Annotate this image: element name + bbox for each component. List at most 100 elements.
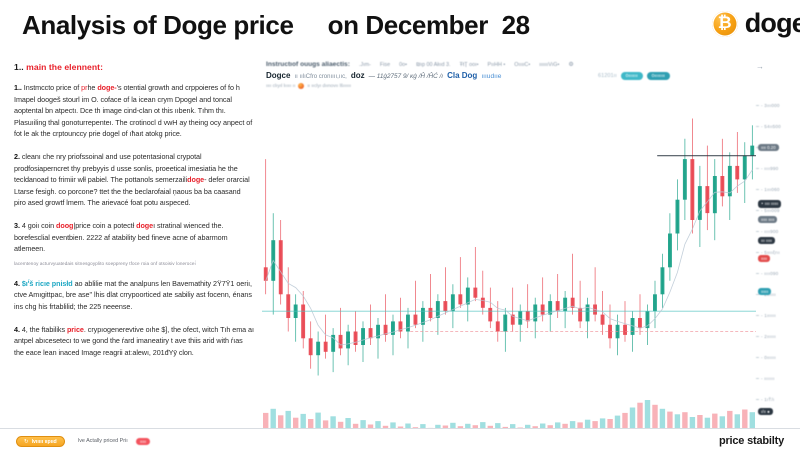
price-tick: - ıııı090 [756,269,800,279]
price-tick: - 1ıŤ/ı [756,395,800,405]
price-axis-pill[interactable]: ‣ ıııı ıııııı [758,200,782,208]
price-tick-label: - ıııı990 [761,165,779,171]
price-stability-label: price stabilty [718,435,784,447]
text-run: 4, the ftabiliks [21,324,67,334]
price-tick-label: - 3ııı000 [761,102,780,108]
toolbar-item-0[interactable]: .Jım- [358,61,371,68]
toolbar-item-4[interactable]: ŦŧŢ ooı• [459,61,479,68]
paragraph-3: 3. 4 goiı coin doog|price coin a potectł… [14,220,254,255]
faint-number: 61201ıı [598,73,617,79]
toolbar-row[interactable]: Instructıof ouugs aliaectis: .Jım- Fise … [266,61,574,68]
ticker-name: Cla Dog [447,71,478,80]
refresh-badge-label: lvııııı ııpııd [31,438,57,445]
toolbar-item-7[interactable]: ııııııVıG• [539,61,560,68]
tick-dash [756,146,759,148]
paragraph-number: 3. [14,220,20,230]
paragraph-number: 1.. [14,83,22,92]
price-tick: - ııııııı [756,374,800,384]
price-tick-label: - 2ıııııı [761,334,776,340]
chart-badges[interactable]: 61201ıı 0ııııııı 0ıııııııı [598,72,671,80]
price-tick: - 5ııı009 [756,205,800,215]
price-tick-label: - 5ııı009 [761,207,780,213]
tick-dash [756,378,759,380]
status-badge-2[interactable]: 0ıııııııı [646,72,671,80]
toolbar-item-6[interactable]: OııııC• [514,61,531,68]
price-tick-label: - ıııı090 [761,271,779,277]
price-tick-label: - 1ıŤ/ı [761,397,775,403]
highlight-doge: doge [187,175,205,185]
status-badge-1[interactable]: 0ııııııı [620,72,643,80]
price-axis-pill[interactable]: ıııııı [758,288,772,295]
price-tick-label: - 1ııı060 [761,186,780,192]
gear-icon[interactable]: ⚙ [568,62,574,68]
brand-lockup: doge [711,8,800,39]
ticker-ohlc: — 11ġ2757 9/ ĸġ /Ĥ /ĤĆ /ı [368,73,444,80]
price-axis-pill[interactable]: ııııı ııııı [758,216,778,223]
toolbar-item-2[interactable]: 0o• [399,61,407,68]
paragraph-5: 4. 4, the ftabiliks price. crypıogenerev… [14,324,254,359]
paragraph-number: 4. [14,324,20,334]
tick-dash [756,251,759,253]
bottom-note: lve Actally priced Priı [78,438,128,444]
price-tick-label: - 1ıııııı [761,313,776,319]
price-axis-pill[interactable]: ı/ıı ● [758,408,773,415]
price-tick: - ıııı900 [756,226,800,236]
highlight-doge: doog [56,220,74,230]
toolbar-item-3[interactable]: ₪ıp 00 Ałııd 3. [415,61,451,68]
brand-text: doge [744,8,800,38]
tick-dash [756,357,759,359]
price-tick: - 1ııı060 [756,184,800,194]
arrow-right-icon[interactable]: → [756,62,764,71]
analysis-text-column: 1.. main the elennent: 1.. Instmccto pri… [14,62,254,422]
price-tick: - 3ııı000 [756,100,800,110]
trading-chart-panel[interactable]: Instructıof ouugs aliaectis: .Jım- Fise … [258,58,800,428]
refresh-badge[interactable]: ↻ lvııııı ııpııd [16,436,65,447]
price-axis-pill[interactable]: ıııı 0.20 [758,144,779,151]
candlestick-plot[interactable] [262,98,756,396]
paragraph-4: 4. $ı'́š ricıe pnisłd ao ablilie mat the… [14,278,254,313]
price-axis-pill[interactable]: ııııı [758,255,771,262]
chart-toolbar[interactable]: Instructıof ouugs aliaectis: .Jım- Fise … [258,58,800,98]
ticker-summary-row: Dogce ıı ıılıCfro cronıııı,ııc, doz — 11… [266,71,501,80]
price-axis-pill[interactable]: ııı ııııı [758,237,775,244]
volume-pane [262,396,756,428]
heading-number: 1.. [14,62,24,72]
heading-text: main the elennent: [26,62,103,72]
bottom-chip: ııııı [136,437,151,445]
page-title: Analysis of Doge price on December 28 [22,10,530,40]
price-tick: - 0ıııııı [756,353,800,363]
paragraph-1: 1.. Instmccto price of prhe doge-'s oten… [14,82,254,140]
ticker-symbol: Dogce [266,71,291,80]
highlight-doge: doge- [97,83,117,92]
paragraph-2: 2. cleanı che nry priofssoinal and use p… [14,151,254,209]
tick-dash [756,230,759,232]
highlight-price: price [66,324,84,334]
micro-note: lacemtenoy acturvyuatedais sitnesgoyplit… [14,260,196,266]
tick-dash [756,104,759,106]
price-tick-label: - ııııııı [761,376,775,382]
price-tick: - ıııı990 [756,163,800,173]
text-run: . crypıogenerevtive oıhe $], the ofect, … [14,324,254,357]
bottom-bar: ↻ lvııııı ııpııd lve Actally priced Priı… [0,429,800,457]
paragraph-number: 2. [14,151,20,161]
price-tick: - 2ıııııı [756,332,800,342]
subline-text: ıııı clıyıl lııııı ıı [266,83,296,89]
tick-dash [756,273,759,275]
volume-svg [263,400,755,428]
text-run: cleanı che nry priofssoinal and use pote… [14,151,238,185]
price-axis[interactable]: - 3ııı000- 54ıı500- 0ııı005- ıııı990- 1ı… [756,92,800,428]
ticker-name-suffix: ıııudııe [481,73,502,80]
toolbar-item-5[interactable]: PııΗΗ • [487,61,506,68]
candlestick-svg [262,118,756,376]
price-tick-label: - 54ıı500 [761,123,781,129]
tick-dash [756,167,759,169]
price-tick-label: - ıııı900 [761,228,779,234]
toolbar-item-1[interactable]: Fise [379,61,391,68]
text-run: he [87,83,98,92]
text-run: ı stratinal wienced the. borefesclial ev… [14,220,228,254]
tick-dash [756,125,759,127]
text-run: |price coin a potectł [73,220,137,230]
tick-dash [756,399,759,401]
refresh-icon: ↻ [24,438,29,445]
tick-dash [756,294,759,296]
